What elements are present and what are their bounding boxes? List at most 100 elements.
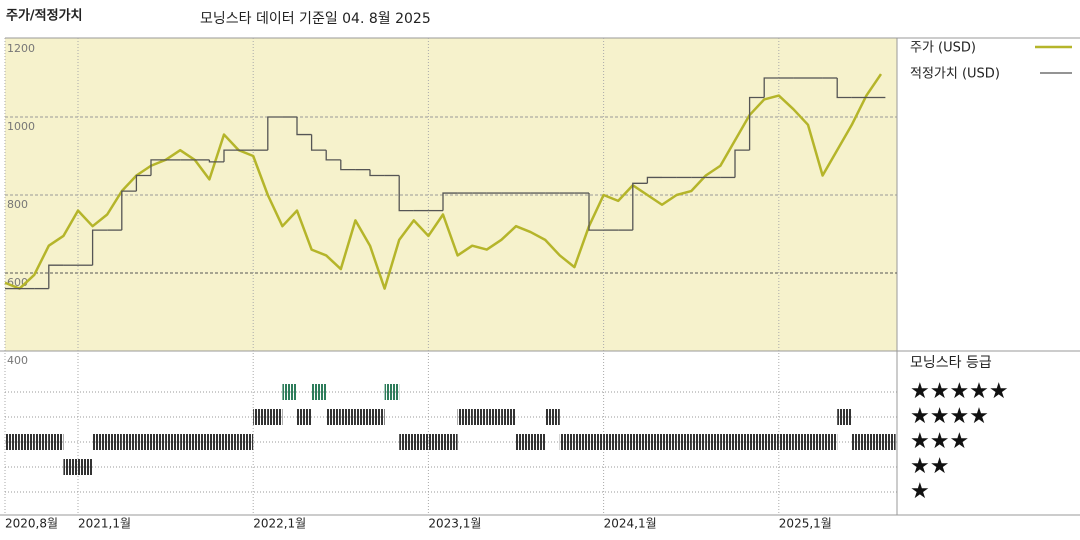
rating-mark (530, 434, 546, 450)
rating-mark (589, 434, 604, 450)
rating-mark (63, 459, 78, 475)
fair-value-step (763, 77, 779, 98)
chart-title: 주가/적정가치 (6, 8, 83, 24)
fair-value-step (150, 159, 166, 176)
rating-mark (121, 434, 137, 450)
rating-mark (808, 434, 823, 450)
fair-value-step (121, 190, 137, 231)
rating-mark (340, 409, 356, 425)
rating-mark (691, 434, 706, 450)
rating-mark (107, 434, 122, 450)
rating-label: ★★★★ (910, 404, 989, 429)
rating-mark (457, 409, 473, 425)
rating-mark (516, 434, 531, 450)
x-tick-label: 2022,1월 (253, 517, 306, 531)
rating-mark (238, 434, 254, 450)
chart-subtitle: 모닝스타 데이터 기준일 04. 8월 2025 (200, 11, 431, 27)
rating-mark (822, 434, 838, 450)
y-tick-label: 1200 (7, 42, 35, 55)
rating-mark (720, 434, 735, 450)
x-tick-label: 2024,1월 (604, 517, 657, 531)
x-tick-label: 2020,8월 (5, 517, 58, 531)
rating-mark (136, 434, 151, 450)
rating-mark (180, 434, 195, 450)
x-tick-label: 2021,1월 (78, 517, 131, 531)
x-tick-label: 2023,1월 (428, 517, 481, 531)
rating-mark (78, 459, 93, 475)
fair-value-step (325, 150, 341, 161)
rating-mark (34, 434, 49, 450)
rating-mark (778, 434, 794, 450)
rating-mark (764, 434, 779, 450)
y-tick-label: 800 (7, 198, 28, 211)
rating-mark (165, 434, 181, 450)
rating-mark (866, 434, 881, 450)
rating-mark (735, 434, 750, 450)
rating-mark (282, 384, 297, 400)
rating-mark (428, 434, 443, 450)
rating-mark (194, 434, 210, 450)
rating-mark (151, 434, 166, 450)
rating-mark (501, 409, 516, 425)
fair-value-step (296, 117, 312, 136)
fair-value-step (340, 159, 356, 171)
fair-value-step (398, 175, 414, 212)
rating-mark (5, 434, 20, 450)
rating-mark (676, 434, 692, 450)
rating-mark (705, 434, 721, 450)
rating-mark (486, 409, 502, 425)
fair-value-step (734, 149, 750, 178)
fair-value-step (442, 192, 458, 211)
fair-value-step (646, 176, 662, 184)
rating-mark (355, 409, 370, 425)
rating-mark (574, 434, 589, 450)
rating-mark (443, 434, 458, 450)
fair-value-step (632, 182, 648, 231)
fair-value-step (208, 159, 224, 163)
rating-mark (19, 434, 35, 450)
legend-label: 주가 (USD) (910, 41, 976, 56)
legend-label: 적정가치 (USD) (910, 67, 1000, 82)
fair-value-step (310, 134, 327, 151)
rating-label: ★★★ (910, 429, 969, 454)
rating-mark (618, 434, 633, 450)
rating-mark (253, 409, 268, 425)
rating-mark (559, 434, 575, 450)
fair-value-step (135, 174, 151, 192)
ratings-title: 모닝스타 등급 (910, 355, 992, 371)
rating-mark (837, 409, 852, 425)
rating-mark (749, 434, 765, 450)
rating-label: ★★★★★ (910, 379, 1009, 404)
fair-value-step (223, 149, 239, 162)
rating-mark (326, 409, 341, 425)
fair-value-step (748, 96, 765, 151)
rating-mark (662, 434, 677, 450)
rating-mark (48, 434, 64, 450)
rating-label: ★★ (910, 454, 949, 479)
rating-mark (267, 409, 283, 425)
fair-value-step (267, 116, 283, 151)
rating-mark (399, 434, 414, 450)
x-tick-label: 2025,1월 (779, 517, 832, 531)
fair-value-step (836, 78, 852, 99)
fair-value-step (588, 193, 604, 231)
rating-mark (793, 434, 808, 450)
rating-mark (632, 434, 648, 450)
fair-value-step (91, 229, 108, 266)
rating-mark (545, 409, 560, 425)
rating-mark (603, 434, 619, 450)
rating-mark (370, 409, 385, 425)
rating-mark (209, 434, 224, 450)
rating-mark (311, 384, 327, 400)
rating-mark (413, 434, 429, 450)
fair-value-step (48, 264, 64, 289)
rating-mark (384, 384, 400, 400)
rating-mark (297, 409, 312, 425)
rating-mark (881, 434, 896, 450)
rating-label: ★ (910, 479, 930, 504)
rating-mark (647, 434, 662, 450)
fair-value-step (369, 169, 385, 177)
rating-mark (472, 409, 487, 425)
y-tick-label: 400 (7, 354, 28, 367)
